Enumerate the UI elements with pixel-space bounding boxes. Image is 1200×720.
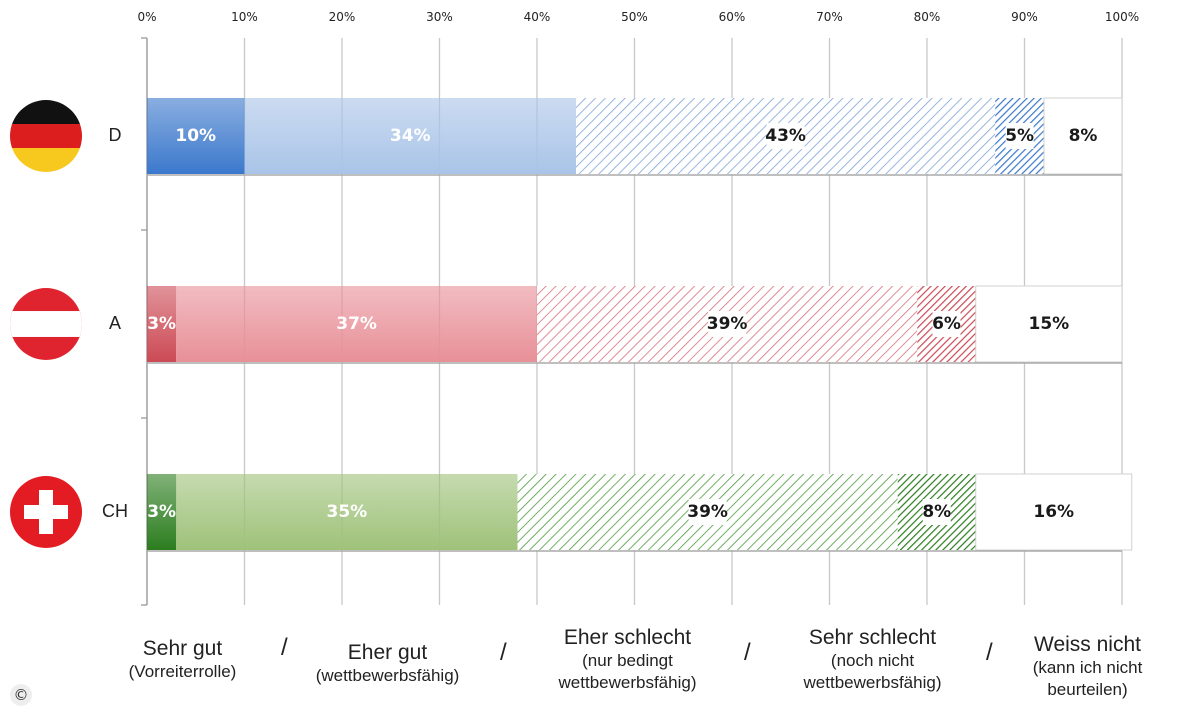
bar-segment	[975, 473, 1133, 551]
x-tick-label: 90%	[1011, 10, 1038, 24]
value-label: 37%	[336, 314, 377, 334]
legend-item-sehr-gut: Sehr gut (Vorreiterrolle)	[100, 637, 265, 683]
legend-item-eher-schlecht: Eher schlecht (nur bedingt wettbewerbsfä…	[525, 626, 730, 694]
value-label: 34%	[390, 126, 431, 146]
legend-sub-label: beurteilen)	[1047, 680, 1128, 699]
x-tick-label: 100%	[1105, 10, 1139, 24]
legend-sub-label: (Vorreiterrolle)	[128, 662, 237, 681]
bar-layer	[147, 97, 1133, 552]
legend-sub-label: (wettbewerbsfähig)	[315, 666, 460, 685]
copyright-icon: ©	[10, 684, 32, 706]
value-label: 6%	[932, 314, 961, 334]
x-tick-label: 60%	[719, 10, 746, 24]
x-tick-label: 30%	[426, 10, 453, 24]
value-label: 10%	[175, 126, 216, 146]
value-label: 3%	[147, 314, 176, 334]
bar-segment	[176, 474, 518, 550]
value-label: 15%	[1029, 314, 1070, 334]
bar-segment	[244, 98, 576, 174]
legend-separator: /	[281, 634, 288, 661]
value-label: 39%	[687, 502, 728, 522]
legend-separator: /	[744, 639, 751, 666]
flag-layer	[10, 100, 82, 548]
value-label-box	[1005, 123, 1034, 149]
legend-item-sehr-schlecht: Sehr schlecht (noch nicht wettbewerbsfäh…	[770, 626, 975, 694]
legend-separator: /	[986, 639, 993, 666]
x-tick-label: 40%	[524, 10, 551, 24]
legend-separator: /	[500, 639, 507, 666]
x-tick-label: 50%	[621, 10, 648, 24]
legend-main-label: Sehr gut	[142, 637, 223, 660]
value-label: 35%	[327, 502, 368, 522]
legend-sub-label: wettbewerbsfähig)	[803, 673, 942, 692]
label-layer: 0% 10% 20% 30% 40% 50% 60% 70% 80% 90% 100% D A CH 10%…	[102, 10, 1139, 525]
legend-sub-label: wettbewerbsfähig)	[558, 673, 697, 692]
value-label: 43%	[765, 126, 806, 146]
legend-sub-label: (noch nicht	[830, 651, 915, 670]
country-label: CH	[102, 501, 128, 521]
x-tick-label: 20%	[329, 10, 356, 24]
value-label-box	[766, 123, 805, 149]
legend-main-label: Eher schlecht	[563, 626, 692, 649]
value-label: 3%	[147, 502, 176, 522]
legend-item-eher-gut: Eher gut (wettbewerbsfähig)	[285, 641, 490, 687]
x-tick-label: 70%	[816, 10, 843, 24]
value-label: 5%	[1005, 126, 1034, 146]
x-tick-label: 0%	[137, 10, 156, 24]
austria-flag	[10, 288, 82, 360]
value-label: 16%	[1033, 502, 1074, 522]
value-label-box	[932, 311, 961, 337]
value-label: 8%	[1069, 126, 1098, 146]
switzerland-flag	[10, 476, 82, 548]
germany-flag	[10, 100, 82, 172]
legend-main-label: Sehr schlecht	[808, 626, 937, 649]
bar-segment	[147, 286, 177, 362]
x-tick-label: 10%	[231, 10, 258, 24]
country-label: A	[109, 313, 121, 333]
stacked-bar-chart: 0% 10% 20% 30% 40% 50% 60% 70% 80% 90% 100% D A CH 10%…	[10, 10, 1139, 606]
country-label: D	[109, 125, 122, 145]
bar-segment	[975, 285, 1123, 363]
legend-sub-label: (nur bedingt	[582, 651, 673, 670]
bar-segment	[147, 98, 245, 174]
bar-segment	[176, 286, 537, 362]
value-label: 8%	[922, 502, 951, 522]
value-label-box	[688, 499, 727, 525]
bar-segment	[1043, 97, 1123, 175]
value-label: 39%	[707, 314, 748, 334]
value-label-box	[922, 499, 951, 525]
legend-main-label: Weiss nicht	[1034, 633, 1141, 656]
value-label-box	[708, 311, 747, 337]
legend-sub-label: (kann ich nicht	[1032, 658, 1143, 677]
bar-segment	[147, 474, 177, 550]
legend-main-label: Eher gut	[347, 641, 428, 664]
legend-item-weiss-nicht: Weiss nicht (kann ich nicht beurteilen)	[1005, 633, 1170, 701]
x-tick-label: 80%	[914, 10, 941, 24]
